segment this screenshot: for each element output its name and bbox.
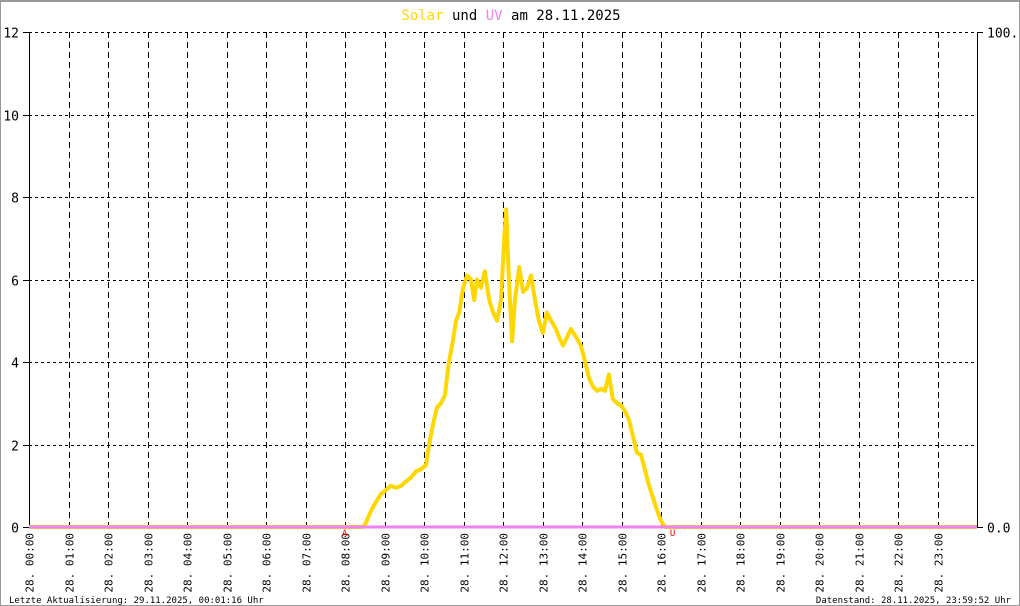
- x-tick-label: 28. 21:00: [854, 533, 867, 593]
- marker-a: A: [342, 529, 348, 539]
- x-tick-label: 28. 22:00: [893, 533, 906, 593]
- x-tick-label: 28. 09:00: [380, 533, 393, 593]
- marker-u: U: [670, 529, 675, 539]
- title-und: und: [452, 8, 477, 24]
- x-tick-label: 28. 02:00: [103, 533, 116, 593]
- title-date: am 28.11.2025: [511, 8, 621, 24]
- series-solar-line: [29, 207, 977, 529]
- title-uv: UV: [486, 8, 503, 24]
- y-left-tick-label: 2: [11, 440, 19, 455]
- chart-title: Solar und UV am 28.11.2025: [401, 8, 620, 24]
- x-tick-label: 28. 18:00: [735, 533, 748, 593]
- x-tick-label: 28. 07:00: [301, 533, 314, 593]
- x-tick-label: 28. 16:00: [656, 533, 669, 593]
- x-tick-label: 28. 13:00: [538, 533, 551, 593]
- x-tick-label: 28. 20:00: [814, 533, 827, 593]
- x-tick-label: 28. 19:00: [775, 533, 788, 593]
- x-tick-label: 28. 12:00: [498, 533, 511, 593]
- x-tick-label: 28. 15:00: [617, 533, 630, 593]
- x-tick-label: 28. 00:00: [24, 533, 37, 593]
- y-left-tick-label: 4: [11, 357, 19, 372]
- footer-data-status: Datenstand: 28.11.2025, 23:59:52 Uhr: [816, 596, 1012, 606]
- y-right-tick-label: 0.0: [987, 522, 1010, 537]
- x-tick-label: 28. 14:00: [577, 533, 590, 593]
- y-left-tick-label: 8: [11, 192, 19, 207]
- x-tick-label: 28. 01:00: [64, 533, 77, 593]
- x-tick-label: 28. 03:00: [143, 533, 156, 593]
- y-left-tick-label: 0: [11, 522, 19, 537]
- x-tick-label: 28. 05:00: [222, 533, 235, 593]
- y-left-tick-label: 10: [3, 110, 19, 125]
- y-left-tick-label: 12: [3, 27, 19, 42]
- footer-last-update: Letzte Aktualisierung: 29.11.2025, 00:01…: [9, 596, 264, 606]
- y-left-tick-label: 6: [11, 275, 19, 290]
- x-tick-label: 28. 08:00: [340, 533, 353, 593]
- x-tick-label: 28. 06:00: [261, 533, 274, 593]
- x-tick-label: 28. 23:00: [933, 533, 946, 593]
- title-solar: Solar: [401, 8, 443, 24]
- x-tick-label: 28. 10:00: [419, 533, 432, 593]
- y-right-tick-label: 100.0: [987, 27, 1020, 42]
- x-tick-label: 28. 17:00: [696, 533, 709, 593]
- x-tick-label: 28. 11:00: [459, 533, 472, 593]
- x-tick-label: 28. 04:00: [182, 533, 195, 593]
